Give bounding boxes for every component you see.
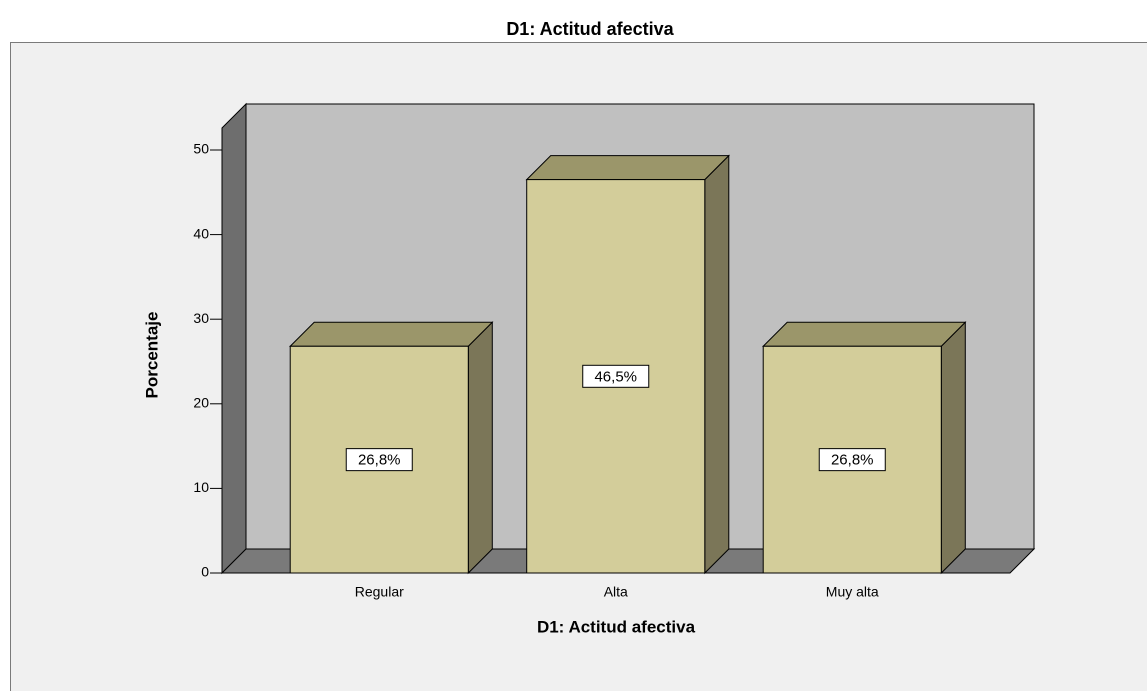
bar-top [525, 155, 730, 181]
value-label: 26,8% [358, 452, 401, 469]
x-tick-label: Muy alta [826, 584, 879, 600]
value-label-box [582, 364, 650, 388]
value-label: 26,8% [831, 452, 874, 469]
value-label: 46,5% [594, 368, 637, 385]
chart-title: D1: Actitud afectiva [506, 19, 674, 39]
y-tick-label: 0 [201, 564, 209, 580]
side-wall [221, 102, 247, 575]
y-axis-title: Porcentaje [142, 312, 161, 399]
bar-side [704, 154, 730, 575]
value-label-box [818, 448, 886, 472]
y-tick-label: 40 [193, 225, 209, 241]
bar-side [467, 321, 493, 575]
bar-side [940, 321, 966, 575]
x-tick-label: Regular [355, 584, 404, 600]
y-tick-label: 30 [193, 310, 209, 326]
x-axis-title: D1: Actitud afectiva [537, 617, 696, 636]
y-tick-label: 50 [193, 141, 209, 157]
bar-top [289, 321, 494, 347]
bar-top [762, 321, 967, 347]
y-tick-label: 10 [193, 479, 209, 495]
y-tick-label: 20 [193, 395, 209, 411]
x-tick-label: Alta [604, 584, 628, 600]
value-label-box [345, 448, 413, 472]
